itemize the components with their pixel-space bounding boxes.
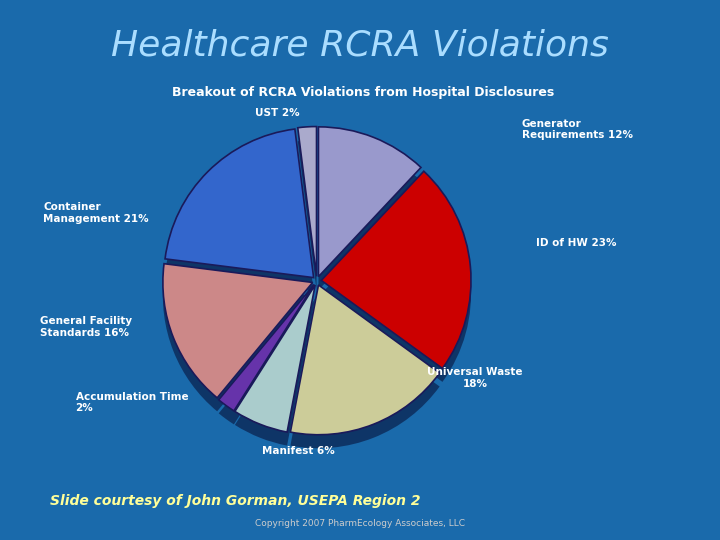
Wedge shape	[165, 143, 314, 291]
Text: Copyright 2007 PharmEcology Associates, LLC: Copyright 2007 PharmEcology Associates, …	[255, 519, 465, 528]
Wedge shape	[219, 298, 314, 424]
Text: General Facility
Standards 16%: General Facility Standards 16%	[40, 316, 132, 338]
Wedge shape	[165, 129, 314, 278]
Text: Manifest 6%: Manifest 6%	[262, 446, 336, 456]
Text: Container
Management 21%: Container Management 21%	[43, 202, 149, 224]
Text: Universal Waste
18%: Universal Waste 18%	[428, 367, 523, 389]
Wedge shape	[290, 285, 440, 435]
Text: Healthcare RCRA Violations: Healthcare RCRA Violations	[111, 29, 609, 63]
Wedge shape	[321, 185, 471, 382]
Wedge shape	[235, 285, 315, 432]
Text: Accumulation Time
2%: Accumulation Time 2%	[76, 392, 188, 413]
Wedge shape	[318, 127, 421, 276]
Wedge shape	[235, 299, 315, 445]
Text: Generator
Requirements 12%: Generator Requirements 12%	[522, 119, 633, 140]
Wedge shape	[163, 277, 312, 411]
Wedge shape	[321, 171, 471, 368]
Wedge shape	[318, 140, 421, 290]
Text: Breakout of RCRA Violations from Hospital Disclosures: Breakout of RCRA Violations from Hospita…	[173, 86, 554, 99]
Wedge shape	[298, 126, 317, 276]
Wedge shape	[163, 264, 312, 398]
Text: ID of HW 23%: ID of HW 23%	[536, 238, 617, 248]
Wedge shape	[290, 299, 440, 448]
Wedge shape	[219, 285, 314, 411]
Text: Slide courtesy of John Gorman, USEPA Region 2: Slide courtesy of John Gorman, USEPA Reg…	[50, 494, 421, 508]
Wedge shape	[298, 140, 317, 290]
Text: UST 2%: UST 2%	[255, 109, 300, 118]
